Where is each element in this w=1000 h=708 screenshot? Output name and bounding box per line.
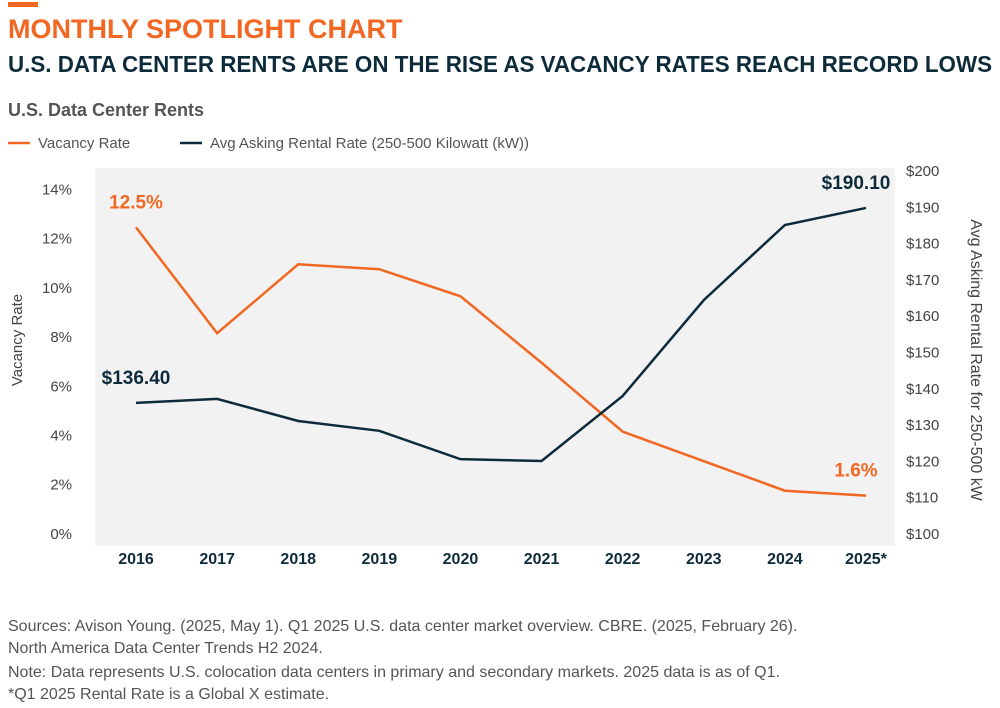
x-tick-label: 2025*	[845, 551, 888, 568]
x-tick-label: 2024	[767, 551, 803, 568]
y2-tick-label: $160	[906, 308, 939, 325]
data-label: 12.5%	[109, 192, 163, 213]
y2-tick-label: $110	[906, 490, 938, 507]
legend-label: Vacancy Rate	[38, 135, 130, 152]
y2-axis-title: Avg Asking Rental Rate for 250-500 kW	[967, 219, 984, 502]
y-tick-label: 4%	[50, 428, 72, 445]
footnote: North America Data Center Trends H2 2024…	[8, 640, 323, 657]
chart-subtitle: U.S. Data Center Rents	[8, 100, 204, 120]
legend-label: Avg Asking Rental Rate (250-500 Kilowatt…	[210, 135, 529, 152]
y2-tick-label: $200	[906, 163, 939, 180]
y2-tick-label: $130	[906, 417, 939, 434]
plot-area	[95, 168, 895, 546]
x-tick-label: 2023	[686, 551, 722, 568]
x-tick-label: 2017	[199, 551, 235, 568]
y-tick-label: 8%	[50, 329, 72, 346]
chart-title: U.S. DATA CENTER RENTS ARE ON THE RISE A…	[8, 51, 992, 77]
y2-tick-label: $150	[906, 344, 939, 361]
x-tick-label: 2016	[118, 551, 154, 568]
x-tick-label: 2018	[280, 551, 316, 568]
x-tick-label: 2021	[524, 551, 560, 568]
accent-bar	[8, 2, 38, 7]
series-line	[135, 226, 867, 497]
y-tick-label: 2%	[50, 477, 72, 494]
y2-tick-label: $180	[906, 236, 939, 253]
footnote: *Q1 2025 Rental Rate is a Global X estim…	[8, 686, 329, 703]
y2-tick-label: $190	[906, 199, 939, 216]
y-tick-label: 12%	[42, 231, 72, 248]
y-tick-label: 10%	[42, 280, 72, 297]
x-tick-label: 2019	[362, 551, 398, 568]
y-tick-label: 6%	[50, 378, 72, 395]
y2-tick-label: $140	[906, 381, 939, 398]
y2-tick-label: $120	[906, 453, 939, 470]
x-tick-label: 2022	[605, 551, 641, 568]
kicker: MONTHLY SPOTLIGHT CHART	[8, 14, 403, 44]
series-line	[135, 206, 867, 463]
y-axis-title: Vacancy Rate	[9, 294, 26, 386]
x-tick-label: 2020	[443, 551, 479, 568]
y-tick-label: 14%	[42, 181, 72, 198]
data-label: 1.6%	[834, 461, 877, 482]
data-label: $190.10	[822, 173, 891, 194]
footnote: Note: Data represents U.S. colocation da…	[8, 664, 780, 681]
data-label: $136.40	[102, 368, 171, 389]
y2-tick-label: $100	[906, 526, 939, 543]
y2-tick-label: $170	[906, 272, 939, 289]
y-tick-label: 0%	[50, 526, 72, 543]
footnote: Sources: Avison Young. (2025, May 1). Q1…	[8, 618, 797, 635]
